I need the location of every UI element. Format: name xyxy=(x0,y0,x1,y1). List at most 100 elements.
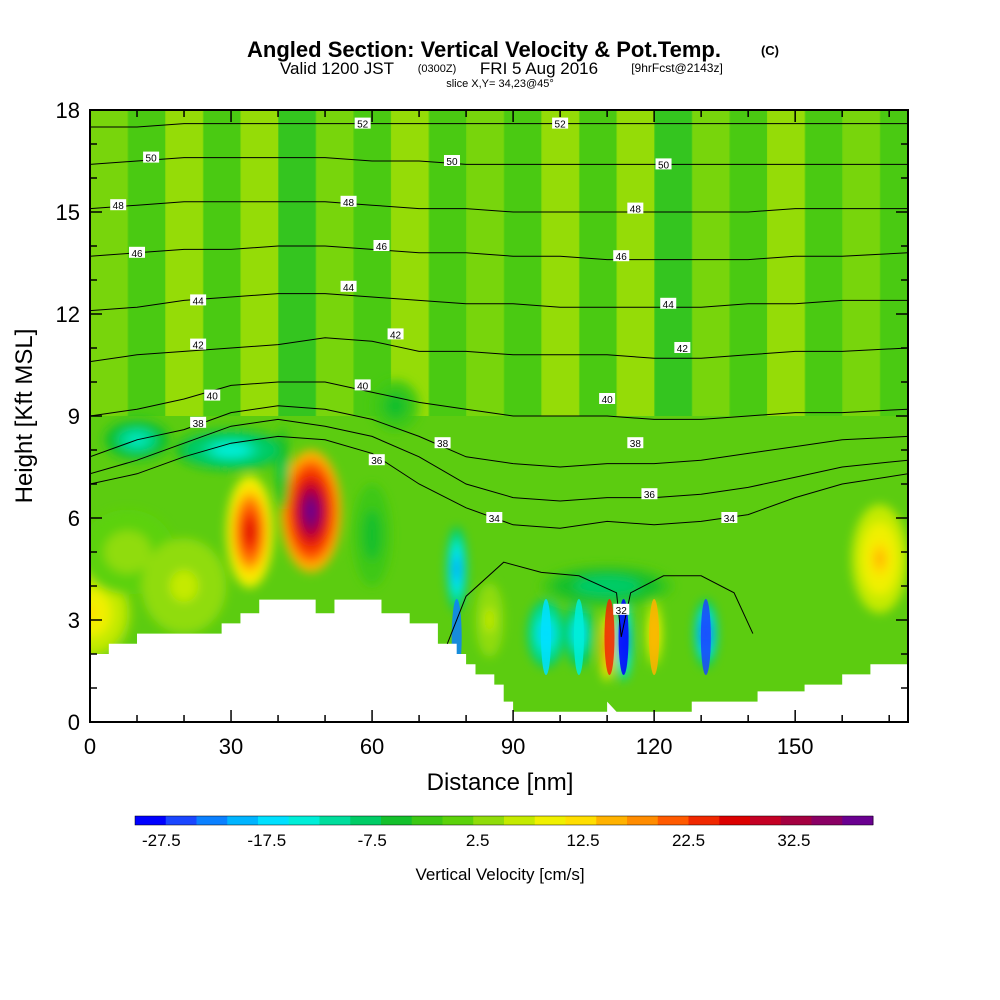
upper-band xyxy=(90,110,129,416)
x-axis: 0 30 60 90 120 150 xyxy=(84,110,890,759)
upper-band xyxy=(278,110,317,416)
isentrope-label-box xyxy=(354,379,371,391)
velocity-cell xyxy=(245,522,254,541)
slice-info: slice X,Y= 34,23@45° xyxy=(446,78,554,90)
x-tick-label: 0 xyxy=(84,734,96,759)
colorbar-swatch xyxy=(288,816,320,825)
upper-band xyxy=(353,110,392,416)
colorbar-tick-label: 22.5 xyxy=(672,831,705,850)
title-unit: (C) xyxy=(761,43,779,58)
upper-band xyxy=(616,110,656,416)
isentrope-label-box xyxy=(613,250,630,262)
velocity-stripe xyxy=(618,599,629,675)
upper-band xyxy=(315,110,355,416)
colorbar-swatch xyxy=(688,816,720,825)
upper-band xyxy=(804,110,844,416)
colorbar-swatch xyxy=(811,816,843,825)
colorbar-label: Vertical Velocity [cm/s] xyxy=(415,865,584,884)
upper-band xyxy=(165,110,204,416)
velocity-cell xyxy=(305,501,317,522)
colorbar-swatch xyxy=(411,816,443,825)
upper-band xyxy=(691,110,731,416)
colorbar-tick-label: -7.5 xyxy=(358,831,387,850)
isentrope-52 xyxy=(90,123,908,128)
upper-band xyxy=(202,110,242,416)
colorbar-tick-label: -27.5 xyxy=(142,831,181,850)
isentrope-label-box xyxy=(434,437,451,449)
velocity-stripe xyxy=(604,599,615,675)
isentrope-label-box xyxy=(190,294,207,306)
isentrope-label: 44 xyxy=(663,300,675,311)
isentrope-label-box xyxy=(387,328,404,340)
isentrope-label: 38 xyxy=(193,419,205,430)
isentrope-label-box xyxy=(143,151,160,163)
isentrope-44 xyxy=(90,293,908,312)
isentrope-label: 34 xyxy=(489,514,501,525)
colorbar-swatch xyxy=(842,816,874,825)
plot-area: 32 34 34 36 36 38 38 38 40 40 40 42 42 42 44 44 44 46 46 46… xyxy=(90,110,908,722)
colorbar-swatch xyxy=(504,816,536,825)
isentrope-label: 46 xyxy=(376,242,388,253)
colorbar-tick-label: 32.5 xyxy=(777,831,810,850)
isentrope-label: 42 xyxy=(193,341,205,352)
upper-band xyxy=(879,110,908,416)
upper-band xyxy=(654,110,693,416)
isentrope-label-box xyxy=(613,603,630,615)
velocity-cell xyxy=(596,582,619,590)
isentrope-label-box xyxy=(190,338,207,350)
colorbar-tick-label: -17.5 xyxy=(247,831,286,850)
isentrope-label-box xyxy=(368,454,385,466)
colorbar-swatch xyxy=(627,816,659,825)
isentropes: 32 34 34 36 36 38 38 38 40 40 40 42 42 42 44 44 44 46 46 46… xyxy=(90,117,908,644)
isentrope-label-box xyxy=(190,416,207,428)
isentrope-label: 40 xyxy=(602,395,614,406)
isentrope-36 xyxy=(90,418,908,502)
isentrope-label: 48 xyxy=(343,198,355,209)
velocity-stripe xyxy=(541,599,552,675)
isentrope-46 xyxy=(90,245,908,261)
isentrope-label-box xyxy=(373,240,390,251)
colorbar-swatch xyxy=(135,816,167,825)
isentrope-label: 52 xyxy=(357,120,369,131)
isentrope-32 xyxy=(446,561,754,644)
isentrope-label: 50 xyxy=(146,154,158,165)
chart-header: Angled Section: Vertical Velocity & Pot.… xyxy=(247,37,779,90)
upper-band xyxy=(240,110,280,416)
isentrope-label: 50 xyxy=(446,157,458,168)
isentrope-label: 44 xyxy=(343,283,355,294)
valid-time: Valid 1200 JST xyxy=(280,59,394,78)
y-tick-label: 9 xyxy=(68,404,80,429)
velocity-cell xyxy=(487,613,492,627)
velocity-stripe xyxy=(573,599,584,675)
colorbar-tick-label: 12.5 xyxy=(567,831,600,850)
velocity-cell xyxy=(221,446,241,454)
x-tick-label: 90 xyxy=(501,734,525,759)
colorbar-swatch xyxy=(258,816,290,825)
velocity-cell xyxy=(875,549,885,568)
upper-band xyxy=(503,110,543,416)
isentrope-label-box xyxy=(110,199,127,211)
isentrope-label: 38 xyxy=(630,439,642,450)
colorbar-swatch xyxy=(719,816,751,825)
isentrope-label: 52 xyxy=(555,120,567,131)
isentrope-label: 44 xyxy=(193,296,205,307)
isentrope-40 xyxy=(90,381,908,420)
isentrope-48 xyxy=(90,201,908,213)
isentrope-label: 46 xyxy=(616,252,628,263)
colorbar-swatch xyxy=(750,816,782,825)
colorbar-swatch xyxy=(657,816,689,825)
colorbar: -27.5 -17.5 -7.5 2.5 12.5 22.5 32.5 xyxy=(134,815,874,850)
upper-band xyxy=(578,110,618,416)
velocity-cell xyxy=(454,561,459,577)
colorbar-swatch xyxy=(350,816,382,825)
isentrope-label: 40 xyxy=(357,381,369,392)
y-tick-label: 15 xyxy=(56,200,80,225)
colorbar-swatch xyxy=(381,816,413,825)
isentrope-label-box xyxy=(599,393,616,404)
y-tick-label: 12 xyxy=(56,302,80,327)
colorbar-tick-label: 2.5 xyxy=(466,831,490,850)
x-tick-label: 30 xyxy=(219,734,243,759)
isentrope-label-box xyxy=(204,389,221,401)
